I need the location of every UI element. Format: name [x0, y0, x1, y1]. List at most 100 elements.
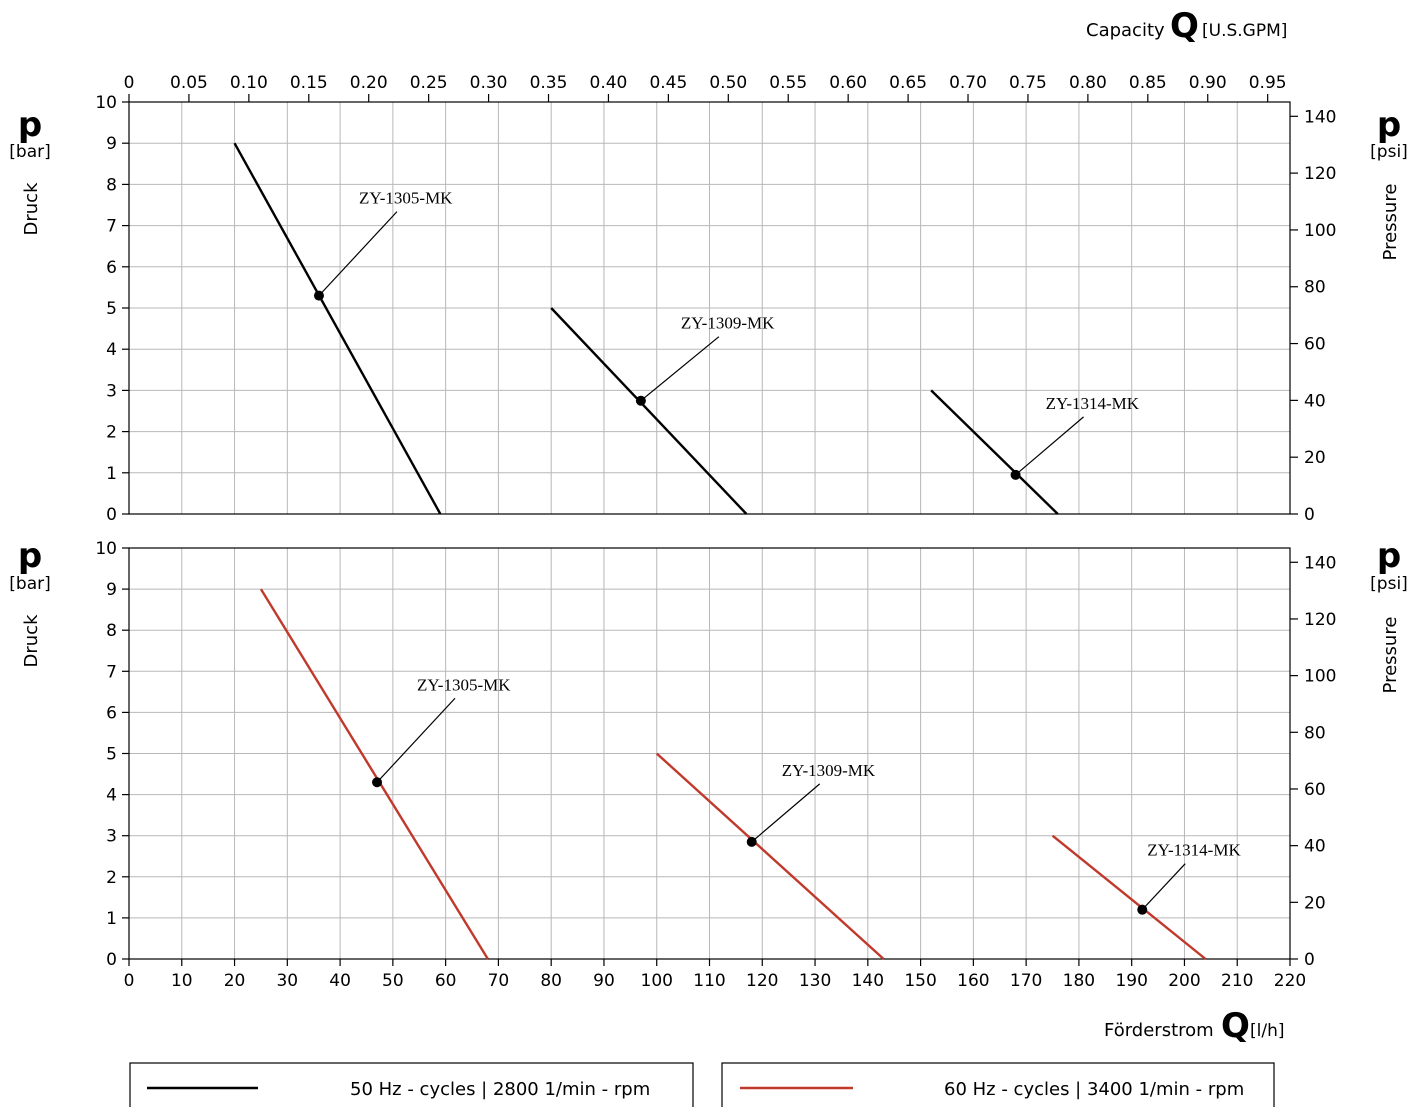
series-callout-label: ZY-1309-MK — [681, 314, 775, 333]
gpm-tick-label: 0.50 — [709, 73, 747, 93]
series-marker-point — [1010, 469, 1021, 480]
x-tick-label: 130 — [799, 971, 831, 991]
gpm-tick-label: 0.05 — [170, 73, 208, 93]
x-tick-label: 60 — [435, 971, 457, 991]
callout-leader — [318, 211, 398, 297]
legend-box-50hz — [129, 1062, 694, 1107]
gpm-tick-label: 0.80 — [1069, 73, 1107, 93]
gpm-tick-label: 0.75 — [1009, 73, 1047, 93]
psi-tick-label: 0 — [1304, 950, 1315, 970]
y-tick-label: 10 — [95, 93, 117, 113]
y-tick-label: 2 — [106, 423, 117, 443]
psi-tick-label: 60 — [1304, 780, 1326, 800]
top-left-p-symbol: p — [18, 105, 42, 145]
psi-tick-label: 100 — [1304, 667, 1336, 687]
psi-tick-label: 120 — [1304, 164, 1336, 184]
callout-leader — [376, 697, 456, 783]
legend-label-60hz: 60 Hz - cycles | 3400 1/min - rpm — [944, 1079, 1244, 1100]
top-axis-unit: [U.S.GPM] — [1202, 21, 1287, 41]
gpm-tick-label: 0.40 — [590, 73, 628, 93]
psi-tick-label: 0 — [1304, 505, 1315, 525]
x-tick-label: 160 — [957, 971, 989, 991]
bottom-right-p-symbol: p — [1377, 536, 1401, 576]
top-right-axis-title: Pressure — [1380, 184, 1401, 261]
y-tick-label: 9 — [106, 580, 117, 600]
x-tick-label: 200 — [1168, 971, 1200, 991]
top-axis-symbol: Q — [1170, 6, 1199, 46]
series-marker-point — [313, 290, 324, 301]
x-tick-label: 30 — [276, 971, 298, 991]
psi-tick-label: 80 — [1304, 723, 1326, 743]
bottom-left-p-unit: [bar] — [9, 574, 50, 594]
series-marker-point — [1137, 904, 1148, 915]
psi-tick-label: 140 — [1304, 107, 1336, 127]
bottom-axis-unit: [l/h] — [1250, 1021, 1285, 1041]
callout-leader — [1015, 416, 1084, 476]
y-tick-label: 4 — [106, 786, 117, 806]
series-callout-label: ZY-1314-MK — [1046, 394, 1140, 413]
series-callout-label: ZY-1305-MK — [359, 189, 453, 208]
psi-tick-label: 40 — [1304, 391, 1326, 411]
x-tick-label: 210 — [1221, 971, 1253, 991]
x-tick-label: 100 — [641, 971, 673, 991]
top-right-psi-unit: [psi] — [1370, 142, 1408, 162]
x-tick-label: 50 — [382, 971, 404, 991]
top-left-axis-title: Druck — [21, 182, 42, 236]
x-tick-label: 0 — [124, 971, 135, 991]
gpm-tick-label: 0.15 — [290, 73, 328, 93]
gpm-tick-label: 0.55 — [769, 73, 807, 93]
psi-tick-label: 120 — [1304, 610, 1336, 630]
gpm-tick-label: 0.95 — [1249, 73, 1287, 93]
callout-leader — [1141, 863, 1186, 911]
y-tick-label: 1 — [106, 909, 117, 929]
gpm-tick-label: 0.60 — [829, 73, 867, 93]
bottom-left-axis-title: Druck — [21, 614, 42, 668]
legend-label-50hz: 50 Hz - cycles | 2800 1/min - rpm — [350, 1079, 650, 1100]
series-line-zy-1309-mk — [550, 307, 748, 515]
series-line-zy-1305-mk — [259, 588, 489, 960]
y-tick-label: 4 — [106, 340, 117, 360]
series-marker-point — [635, 395, 646, 406]
top-left-p-unit: [bar] — [9, 142, 50, 162]
y-tick-label: 10 — [95, 539, 117, 559]
legend: 50 Hz - cycles | 2800 1/min - rpm 60 Hz … — [129, 1062, 1275, 1107]
bottom-right-axis-title: Pressure — [1380, 617, 1401, 694]
y-tick-label: 8 — [106, 175, 117, 195]
x-tick-label: 70 — [488, 971, 510, 991]
psi-tick-label: 80 — [1304, 278, 1326, 298]
bottom-axis-symbol: Q — [1221, 1006, 1250, 1046]
y-tick-label: 3 — [106, 381, 117, 401]
y-tick-label: 0 — [106, 505, 117, 525]
x-tick-label: 20 — [224, 971, 246, 991]
series-marker-point — [372, 777, 383, 788]
gpm-tick-label: 0.65 — [889, 73, 927, 93]
psi-tick-label: 20 — [1304, 893, 1326, 913]
y-tick-label: 3 — [106, 827, 117, 847]
gpm-tick-label: 0.45 — [649, 73, 687, 93]
psi-tick-label: 40 — [1304, 837, 1326, 857]
x-tick-label: 90 — [593, 971, 615, 991]
bottom-axis-label: Förderstrom — [1104, 1020, 1214, 1041]
x-tick-label: 40 — [329, 971, 351, 991]
series-callout-label: ZY-1305-MK — [417, 675, 511, 694]
y-tick-label: 9 — [106, 134, 117, 154]
y-tick-label: 1 — [106, 464, 117, 484]
y-tick-label: 7 — [106, 217, 117, 237]
series-callout-label: ZY-1309-MK — [782, 761, 876, 780]
psi-tick-label: 20 — [1304, 448, 1326, 468]
gpm-tick-label: 0.20 — [350, 73, 388, 93]
bottom-left-p-symbol: p — [18, 536, 42, 576]
y-tick-label: 7 — [106, 662, 117, 682]
gpm-tick-label: 0.85 — [1129, 73, 1167, 93]
bottom-right-psi-unit: [psi] — [1370, 574, 1408, 594]
top-axis-title-group: Capacity — [1086, 20, 1165, 41]
y-tick-label: 8 — [106, 621, 117, 641]
gpm-tick-label: 0.25 — [410, 73, 448, 93]
x-tick-label: 170 — [1010, 971, 1042, 991]
gpm-tick-label: 0.90 — [1189, 73, 1227, 93]
x-tick-label: 190 — [1115, 971, 1147, 991]
x-tick-label: 180 — [1063, 971, 1095, 991]
y-tick-label: 6 — [106, 703, 117, 723]
